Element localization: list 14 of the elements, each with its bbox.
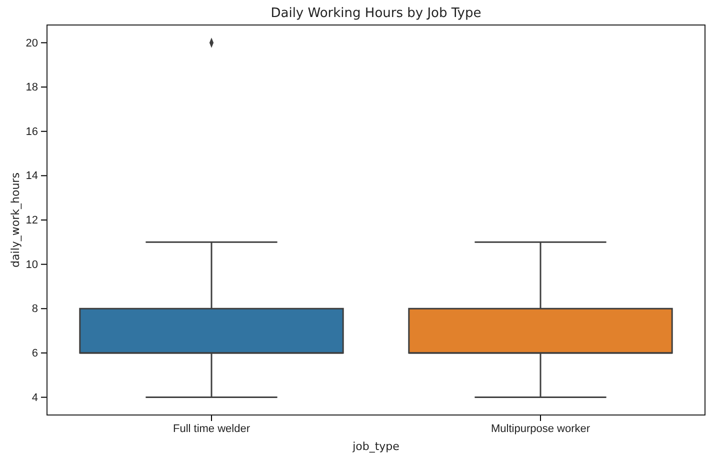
y-tick-label: 16 bbox=[26, 126, 38, 138]
y-tick-label: 14 bbox=[26, 170, 38, 182]
y-tick-label: 12 bbox=[26, 214, 38, 227]
y-tick-label: 4 bbox=[32, 392, 38, 404]
x-tick-label: Full time welder bbox=[172, 422, 250, 435]
y-tick-label: 6 bbox=[32, 347, 38, 360]
x-tick-label: Multipurpose worker bbox=[490, 422, 590, 435]
y-tick-label: 10 bbox=[26, 258, 38, 271]
x-axis-title: job_type bbox=[352, 440, 400, 453]
y-tick-label: 8 bbox=[32, 303, 38, 316]
chart-title: Daily Working Hours by Job Type bbox=[270, 6, 482, 21]
y-axis-title: daily_work_hours bbox=[9, 172, 22, 268]
y-tick-label: 18 bbox=[26, 82, 38, 94]
y-tick-label: 20 bbox=[26, 37, 38, 50]
